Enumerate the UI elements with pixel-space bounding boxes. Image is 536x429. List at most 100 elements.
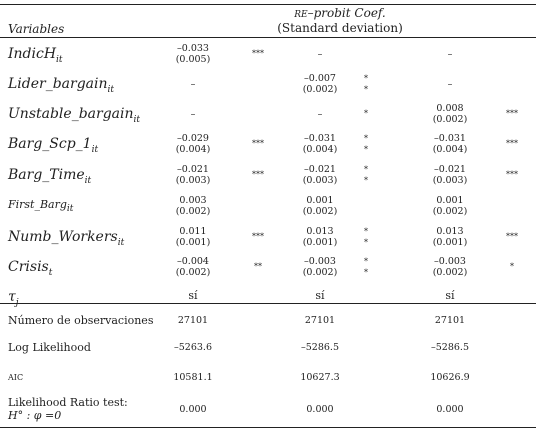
coefficient: – — [317, 109, 323, 120]
coefficient: – — [447, 79, 453, 90]
stat-label: aic — [8, 373, 24, 382]
stat-value: 27101 — [304, 315, 336, 326]
coefficient: – — [447, 49, 453, 60]
coefficient: 0.001 — [306, 195, 334, 206]
stat-value: –5263.6 — [174, 342, 212, 353]
significance-stars: * — [510, 262, 514, 271]
top-rule — [0, 4, 536, 5]
coefficient: –0.029 — [177, 133, 209, 144]
variable-name: Unstable_bargain — [8, 106, 134, 122]
variable-subscript: it — [91, 144, 99, 155]
std-error: (0.002) — [175, 206, 211, 217]
significance-stars: *** — [506, 139, 518, 148]
std-error: (0.002) — [432, 114, 468, 125]
variable-name: First_Barg — [8, 198, 67, 211]
significance-stars: * * — [364, 257, 368, 277]
variable-subscript: j — [15, 297, 19, 308]
std-error: (0.002) — [302, 206, 338, 217]
significance-stars: *** — [252, 139, 264, 148]
bottom-rule — [0, 427, 536, 428]
stat-value: 10626.9 — [430, 372, 470, 383]
coefficient: –0.003 — [304, 256, 336, 267]
variable-subscript: it — [133, 114, 141, 125]
stats-rule — [0, 303, 536, 304]
coefficient: –0.007 — [304, 73, 336, 84]
coefficient: –0.021 — [177, 164, 209, 175]
coefficient: – — [317, 49, 323, 60]
stat-value: 10581.1 — [173, 372, 213, 383]
std-error: (0.001) — [432, 237, 468, 248]
significance-stars: * * — [364, 227, 368, 247]
significance-stars: *** — [252, 232, 264, 241]
variable-subscript: it — [117, 237, 125, 248]
coefficient: –0.021 — [434, 164, 466, 175]
stat-value: –5286.5 — [301, 342, 339, 353]
coefficient: 0.008 — [436, 103, 464, 114]
variable-name: Barg_Scp_1 — [8, 136, 92, 152]
stat-label: Log Likelihood — [8, 341, 91, 354]
coefficient: –0.021 — [304, 164, 336, 175]
variable-subscript: it — [107, 84, 115, 95]
coefficient: –0.004 — [177, 256, 209, 267]
significance-stars: *** — [506, 109, 518, 118]
stat-label-hypothesis: H° : φ =0 — [8, 409, 62, 422]
coefficient: –0.031 — [304, 133, 336, 144]
std-error: (0.002) — [302, 84, 338, 95]
variable-label: τj — [8, 289, 19, 308]
variable-subscript: it — [56, 54, 63, 65]
variable-label: Lider_bargainit — [8, 76, 114, 95]
variable-label: Crisist — [8, 259, 52, 278]
significance-stars: *** — [506, 232, 518, 241]
significance-stars: * * — [364, 134, 368, 154]
significance-stars: * * — [364, 165, 368, 185]
significance-stars: *** — [506, 170, 518, 179]
coefficient: sí — [315, 289, 325, 302]
variable-name: τ — [8, 289, 16, 305]
stat-value: 0.000 — [306, 404, 334, 415]
significance-stars: * — [364, 109, 368, 118]
header-rule — [0, 37, 536, 38]
std-error: (0.003) — [175, 175, 211, 186]
variable-label: Barg_Timeit — [8, 167, 91, 186]
std-error: (0.004) — [432, 144, 468, 155]
model-title: re–probit Coef. — [240, 6, 440, 20]
variable-label: Unstable_bargainit — [8, 106, 140, 125]
model-title-abbrev: re — [294, 10, 308, 20]
model-title-text: –probit Coef. — [307, 6, 386, 20]
significance-stars: *** — [252, 170, 264, 179]
stat-value: –5286.5 — [431, 342, 469, 353]
variable-name: Crisis — [8, 259, 49, 275]
stat-label: Likelihood Ratio test: — [8, 396, 128, 409]
std-error: (0.002) — [302, 267, 338, 278]
variable-label: First_Bargit — [8, 198, 73, 214]
stat-value: 0.000 — [436, 404, 464, 415]
std-error: (0.005) — [175, 54, 211, 65]
variable-subscript: it — [66, 204, 74, 215]
variables-header: Variables — [8, 22, 65, 36]
std-error: (0.004) — [175, 144, 211, 155]
coefficient: sí — [445, 289, 455, 302]
stat-value: 0.000 — [179, 404, 207, 415]
coefficient: 0.013 — [436, 226, 464, 237]
std-error: (0.003) — [432, 175, 468, 186]
variable-name: IndicH — [8, 46, 57, 62]
coefficient: 0.001 — [436, 195, 464, 206]
variable-subscript: t — [48, 267, 53, 278]
coefficient: 0.011 — [179, 226, 207, 237]
variable-label: IndicHit — [8, 46, 63, 65]
std-error: (0.003) — [302, 175, 338, 186]
std-error: (0.002) — [432, 206, 468, 217]
variable-name: Numb_Workers — [8, 229, 118, 245]
variable-name: Barg_Time — [8, 167, 85, 183]
stat-value: 27101 — [177, 315, 209, 326]
std-error: (0.001) — [302, 237, 338, 248]
significance-stars: * * — [364, 74, 368, 94]
variable-label: Numb_Workersit — [8, 229, 124, 248]
coefficient: sí — [188, 289, 198, 302]
stat-value: 27101 — [434, 315, 466, 326]
stat-value: 10627.3 — [300, 372, 340, 383]
stat-label: Número de observaciones — [8, 314, 154, 327]
coefficient: –0.031 — [434, 133, 466, 144]
variable-label: Barg_Scp_1it — [8, 136, 98, 155]
